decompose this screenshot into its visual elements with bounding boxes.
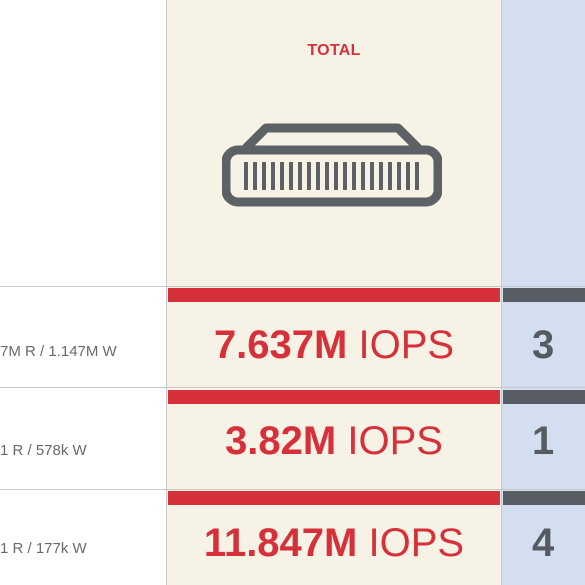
- total-iops-value: 3.82M IOPS: [167, 418, 501, 464]
- iops-number: 11.847M: [203, 521, 358, 565]
- next-row-bar: [503, 390, 585, 404]
- iops-unit: IOPS: [357, 521, 465, 565]
- row-label-read-write: 1 R / 578k W: [0, 442, 87, 459]
- grid-line: [0, 489, 585, 490]
- next-row-bar: [503, 288, 585, 302]
- iops-unit: IOPS: [347, 323, 455, 367]
- iops-number: 7.637M: [213, 323, 348, 367]
- iops-unit: IOPS: [336, 419, 443, 463]
- total-iops-value: 7.637M IOPS: [167, 322, 501, 368]
- next-column-value: 4: [532, 521, 555, 565]
- iops-number: 3.82M: [225, 419, 337, 463]
- storage-array-icon: [222, 123, 442, 207]
- grid-line: [0, 286, 585, 287]
- total-row-bar: [168, 390, 500, 404]
- total-iops-value: 11.847M IOPS: [167, 520, 501, 566]
- row-label-read-write: 7M R / 1.147M W: [0, 343, 117, 360]
- grid-line: [0, 387, 585, 388]
- total-header: TOTAL: [307, 42, 361, 59]
- total-row-bar: [168, 288, 500, 302]
- row-label-read-write: 1 R / 177k W: [0, 540, 87, 557]
- total-row-bar: [168, 491, 500, 505]
- next-column-value: 3: [532, 323, 555, 367]
- next-row-bar: [503, 491, 585, 505]
- grid-line: [166, 0, 167, 585]
- next-column-value: 1: [532, 419, 555, 463]
- grid-line: [501, 0, 502, 585]
